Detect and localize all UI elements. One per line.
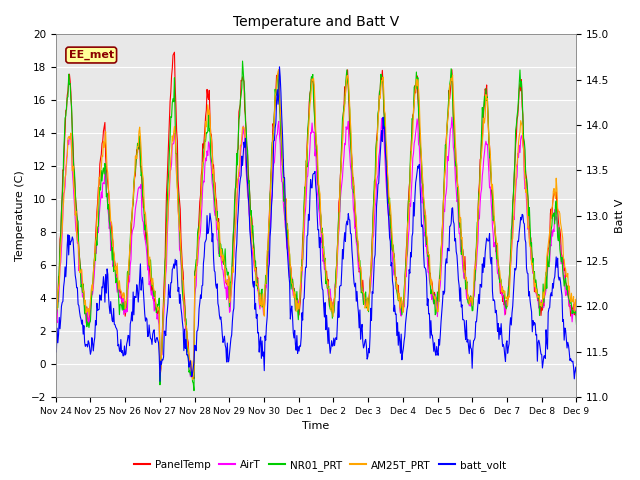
- Line: batt_volt: batt_volt: [56, 67, 577, 381]
- PanelTemp: [190, 376, 198, 382]
- PanelTemp: [396, 300, 404, 306]
- AM25T_PRT: [396, 303, 404, 309]
- batt_volt: [276, 64, 284, 70]
- Y-axis label: Batt V: Batt V: [615, 199, 625, 233]
- NR01_PRT: [239, 58, 246, 64]
- PanelTemp: [171, 49, 179, 55]
- PanelTemp: [196, 192, 204, 198]
- Y-axis label: Temperature (C): Temperature (C): [15, 170, 25, 261]
- AM25T_PRT: [168, 148, 175, 154]
- AM25T_PRT: [275, 67, 283, 72]
- AirT: [448, 114, 456, 120]
- NR01_PRT: [381, 123, 388, 129]
- AM25T_PRT: [573, 309, 580, 314]
- AM25T_PRT: [196, 220, 204, 226]
- Line: PanelTemp: PanelTemp: [56, 52, 577, 379]
- AirT: [115, 283, 122, 289]
- X-axis label: Time: Time: [303, 421, 330, 432]
- Line: AM25T_PRT: AM25T_PRT: [56, 70, 577, 380]
- NR01_PRT: [573, 322, 580, 327]
- AM25T_PRT: [52, 312, 60, 317]
- Legend: PanelTemp, AirT, NR01_PRT, AM25T_PRT, batt_volt: PanelTemp, AirT, NR01_PRT, AM25T_PRT, ba…: [130, 456, 510, 475]
- Text: EE_met: EE_met: [68, 50, 114, 60]
- NR01_PRT: [61, 115, 69, 121]
- AM25T_PRT: [61, 175, 69, 180]
- NR01_PRT: [396, 294, 404, 300]
- AM25T_PRT: [189, 377, 196, 383]
- AirT: [168, 160, 175, 166]
- Line: NR01_PRT: NR01_PRT: [56, 61, 577, 391]
- PanelTemp: [61, 128, 69, 134]
- AirT: [380, 131, 388, 137]
- AirT: [186, 374, 194, 380]
- PanelTemp: [168, 73, 175, 79]
- AirT: [395, 296, 403, 301]
- AirT: [196, 234, 204, 240]
- batt_volt: [52, 346, 60, 351]
- NR01_PRT: [196, 216, 204, 221]
- PanelTemp: [573, 313, 580, 319]
- batt_volt: [61, 264, 69, 270]
- batt_volt: [381, 124, 388, 130]
- batt_volt: [196, 300, 204, 305]
- batt_volt: [573, 370, 580, 376]
- PanelTemp: [115, 285, 122, 290]
- NR01_PRT: [115, 296, 122, 301]
- batt_volt: [168, 266, 176, 272]
- AirT: [61, 184, 69, 190]
- batt_volt: [115, 341, 122, 347]
- AM25T_PRT: [115, 286, 122, 292]
- AirT: [573, 312, 580, 317]
- PanelTemp: [52, 312, 60, 318]
- Title: Temperature and Batt V: Temperature and Batt V: [233, 15, 399, 29]
- PanelTemp: [381, 115, 388, 120]
- AM25T_PRT: [381, 108, 388, 114]
- AirT: [52, 322, 60, 328]
- batt_volt: [156, 378, 164, 384]
- Line: AirT: AirT: [56, 117, 577, 377]
- NR01_PRT: [168, 114, 175, 120]
- batt_volt: [396, 338, 404, 344]
- NR01_PRT: [190, 388, 198, 394]
- NR01_PRT: [52, 308, 60, 314]
